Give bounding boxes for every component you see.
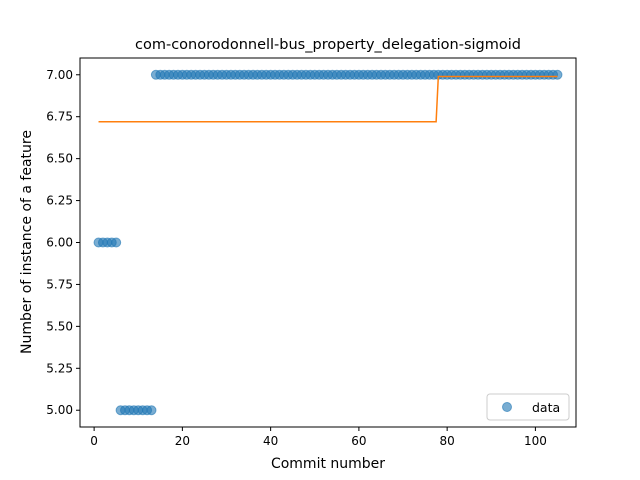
fit-line bbox=[98, 75, 558, 123]
y-tick-label: 6.25 bbox=[46, 194, 73, 208]
data-point bbox=[146, 405, 157, 416]
legend-label-data: data bbox=[532, 400, 560, 415]
data-point bbox=[111, 237, 122, 248]
y-tick-label: 6.50 bbox=[46, 152, 73, 166]
y-tick-label: 6.75 bbox=[46, 110, 73, 124]
legend-marker-data bbox=[502, 402, 512, 412]
data-point bbox=[552, 69, 563, 80]
y-tick-label: 7.00 bbox=[46, 68, 73, 82]
x-tick-label: 40 bbox=[263, 434, 278, 448]
legend: data bbox=[486, 393, 570, 421]
y-tick-label: 5.50 bbox=[46, 319, 73, 333]
axis-ticks: 0 20 40 60 80 100 5.00 5.25 5.50 5.75 6.00 6.25 6.50… bbox=[46, 68, 547, 448]
x-tick-label: 60 bbox=[351, 434, 366, 448]
x-tick-label: 80 bbox=[440, 434, 455, 448]
x-tick-label: 100 bbox=[524, 434, 547, 448]
x-tick-label: 20 bbox=[175, 434, 190, 448]
chart-title: com-conorodonnell-bus_property_delegatio… bbox=[135, 37, 521, 53]
y-tick-label: 5.25 bbox=[46, 361, 73, 375]
x-tick-label: 0 bbox=[90, 434, 98, 448]
plot-marks bbox=[93, 69, 563, 416]
legend-box bbox=[486, 393, 570, 421]
x-axis-label: Commit number bbox=[271, 456, 385, 472]
y-tick-label: 5.00 bbox=[46, 403, 73, 417]
y-tick-label: 6.00 bbox=[46, 236, 73, 250]
y-tick-label: 5.75 bbox=[46, 277, 73, 291]
y-axis-label: Number of instance of a feature bbox=[19, 130, 35, 354]
